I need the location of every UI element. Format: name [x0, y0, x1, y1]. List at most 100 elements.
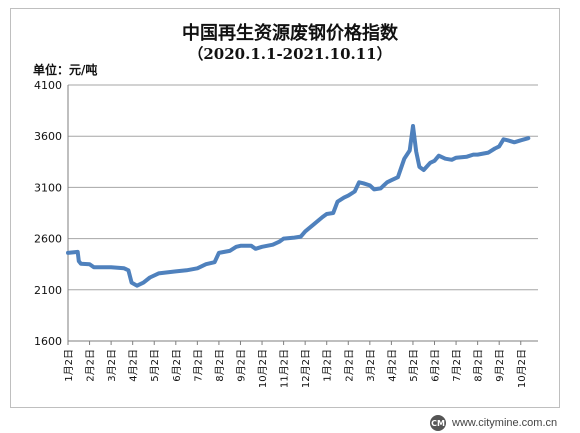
data-point [196, 267, 198, 269]
data-point [354, 191, 356, 192]
data-point [455, 157, 457, 159]
x-tick-label: 12月2日 [300, 349, 312, 388]
y-tick-label: 1600 [34, 335, 62, 348]
x-tick-label: 9月2日 [494, 349, 506, 382]
x-tick-label: 1月2日 [322, 349, 334, 382]
data-point [380, 187, 382, 189]
x-tick-label: 7月2日 [451, 349, 463, 382]
y-tick-label: 4100 [34, 79, 62, 92]
x-tick-label: 6月2日 [430, 349, 442, 382]
x-tick-label: 2月2日 [343, 349, 355, 382]
data-point [77, 251, 79, 253]
data-point [438, 155, 440, 157]
data-point [80, 263, 82, 265]
data-point [149, 277, 151, 278]
data-point [166, 271, 168, 273]
data-point [229, 250, 231, 252]
data-point [513, 141, 515, 143]
watermark: CM www.citymine.com.cn [430, 414, 580, 432]
data-point [412, 125, 414, 127]
data-point [373, 188, 375, 190]
data-point [78, 260, 80, 262]
x-tick-label: 2月2日 [85, 349, 97, 382]
x-tick-label: 9月2日 [235, 349, 247, 382]
data-point [186, 269, 188, 271]
data-point [409, 150, 411, 151]
data-point [127, 269, 129, 271]
data-point [390, 179, 392, 181]
data-point [293, 237, 295, 239]
data-point [423, 169, 425, 171]
data-point [397, 176, 399, 178]
data-point [386, 181, 388, 183]
data-point [300, 236, 302, 238]
y-tick-label: 2600 [34, 233, 62, 246]
data-point [250, 245, 252, 247]
data-point [110, 266, 112, 268]
x-tick-label: 6月2日 [171, 349, 183, 382]
data-point [451, 159, 453, 161]
x-tick-label: 8月2日 [473, 349, 485, 382]
data-point [369, 184, 371, 186]
y-tick-labels: 1600 2100 2600 3100 3600 4100 [34, 79, 62, 348]
series-line [66, 124, 531, 288]
data-point [240, 245, 241, 247]
data-point [527, 137, 529, 139]
x-tick-label: 10月2日 [257, 349, 269, 388]
data-point [434, 160, 435, 162]
data-point [93, 266, 95, 268]
data-point [272, 244, 274, 246]
data-point [255, 248, 257, 250]
data-point [343, 197, 345, 199]
data-point [494, 148, 496, 149]
y-tick-label: 2100 [34, 284, 62, 297]
x-tick-label: 3月2日 [365, 349, 377, 382]
y-tick-label: 3100 [34, 181, 62, 194]
data-point [158, 272, 160, 274]
data-point [89, 263, 91, 265]
data-point [261, 246, 263, 248]
y-axis-unit-label: 单位：元/吨 [33, 63, 98, 77]
x-tick-label: 5月2日 [408, 349, 420, 382]
data-point [326, 213, 328, 215]
data-point [362, 182, 364, 184]
y-tick-label: 3600 [34, 130, 62, 143]
data-point [278, 241, 280, 243]
data-point [332, 212, 334, 214]
data-point [235, 246, 237, 248]
data-point [520, 139, 522, 141]
data-point [321, 216, 323, 218]
data-point [131, 282, 133, 284]
data-point [175, 270, 177, 272]
data-point [214, 261, 216, 263]
citymine-logo-icon: CM [430, 415, 446, 431]
data-point [477, 154, 479, 156]
data-point [415, 151, 417, 153]
data-point [136, 285, 138, 287]
data-point [218, 252, 220, 254]
data-point [67, 252, 69, 254]
data-point [466, 156, 468, 158]
data-point [205, 263, 207, 265]
data-point [304, 230, 306, 232]
data-point [358, 181, 360, 183]
x-tick-label: 7月2日 [192, 349, 204, 382]
data-point [313, 223, 315, 225]
gridlines [68, 84, 538, 342]
data-point [498, 145, 500, 147]
data-point [337, 201, 338, 203]
x-tick-labels: 1月2日 2月2日 3月2日 4月2日 5月2日 6月2日 7月2日 8月2日 9月2日 10月2… [63, 349, 528, 388]
data-point [507, 139, 509, 141]
data-point [403, 158, 405, 160]
axes [67, 85, 538, 345]
data-point [472, 154, 474, 156]
x-tick-label: 11月2日 [279, 349, 291, 388]
watermark-text: www.citymine.com.cn [452, 417, 558, 429]
x-tick-label: 3月2日 [106, 349, 118, 382]
x-tick-label: 5月2日 [149, 349, 161, 382]
data-point [444, 158, 446, 160]
data-point [347, 195, 349, 197]
data-point [143, 282, 144, 284]
chart-title: 中国再生资源废钢价格指数 [182, 23, 398, 44]
